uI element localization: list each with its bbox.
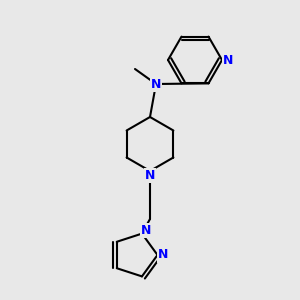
Text: N: N — [145, 169, 155, 182]
Text: N: N — [158, 248, 169, 262]
Text: N: N — [223, 53, 233, 67]
Text: N: N — [141, 224, 152, 237]
Text: N: N — [151, 77, 161, 91]
